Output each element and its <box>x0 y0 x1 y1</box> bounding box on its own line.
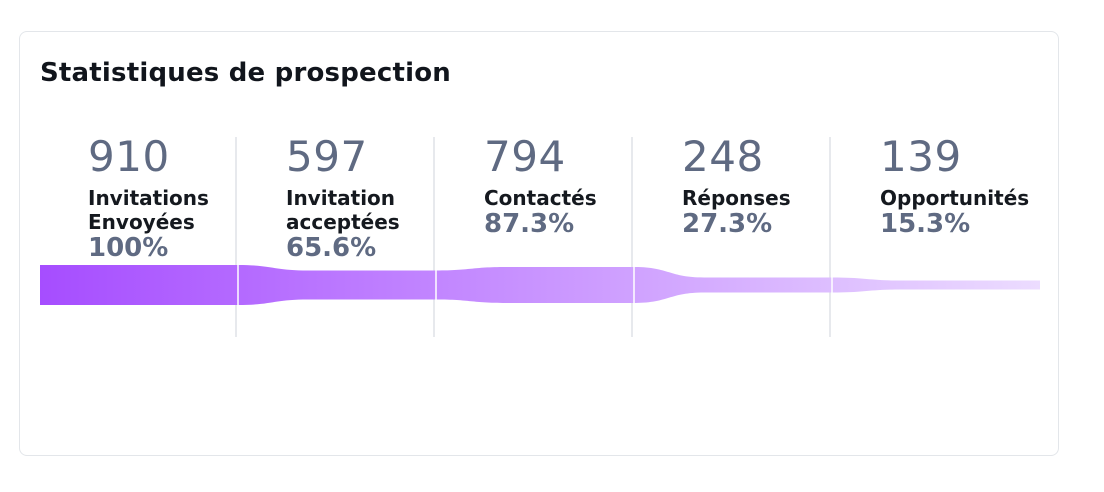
stage-divider <box>433 137 435 337</box>
stage-value: 794 <box>484 132 566 181</box>
stage-label: Opportunités <box>880 186 1030 210</box>
funnel-stage-invitations-sent: 910 Invitations Envoyées 100% <box>88 132 248 263</box>
prospection-stats-card <box>19 31 1059 456</box>
funnel-stage-opportunities: 139 Opportunités 15.3% <box>880 132 1040 239</box>
stage-divider <box>631 137 633 337</box>
stage-value: 248 <box>682 132 764 181</box>
funnel-stage-contacted: 794 Contactés 87.3% <box>484 132 644 239</box>
stage-percentage: 87.3% <box>484 209 575 239</box>
stage-divider <box>235 137 237 337</box>
stage-divider <box>829 137 831 337</box>
stage-label: Invitation acceptées <box>286 186 400 234</box>
stage-percentage: 65.6% <box>286 233 377 263</box>
stage-value: 910 <box>88 132 170 181</box>
stage-label: Contactés <box>484 186 597 210</box>
stage-percentage: 100% <box>88 233 169 263</box>
stage-label: Invitations Envoyées <box>88 186 209 234</box>
card-title: Statistiques de prospection <box>40 58 451 88</box>
stage-label: Réponses <box>682 186 791 210</box>
funnel-stage-replies: 248 Réponses 27.3% <box>682 132 842 239</box>
stage-value: 139 <box>880 132 962 181</box>
funnel-band <box>40 265 1040 305</box>
stage-percentage: 15.3% <box>880 209 971 239</box>
funnel-stage-invitations-accepted: 597 Invitation acceptées 65.6% <box>286 132 446 263</box>
stage-percentage: 27.3% <box>682 209 773 239</box>
stage-value: 597 <box>286 132 368 181</box>
